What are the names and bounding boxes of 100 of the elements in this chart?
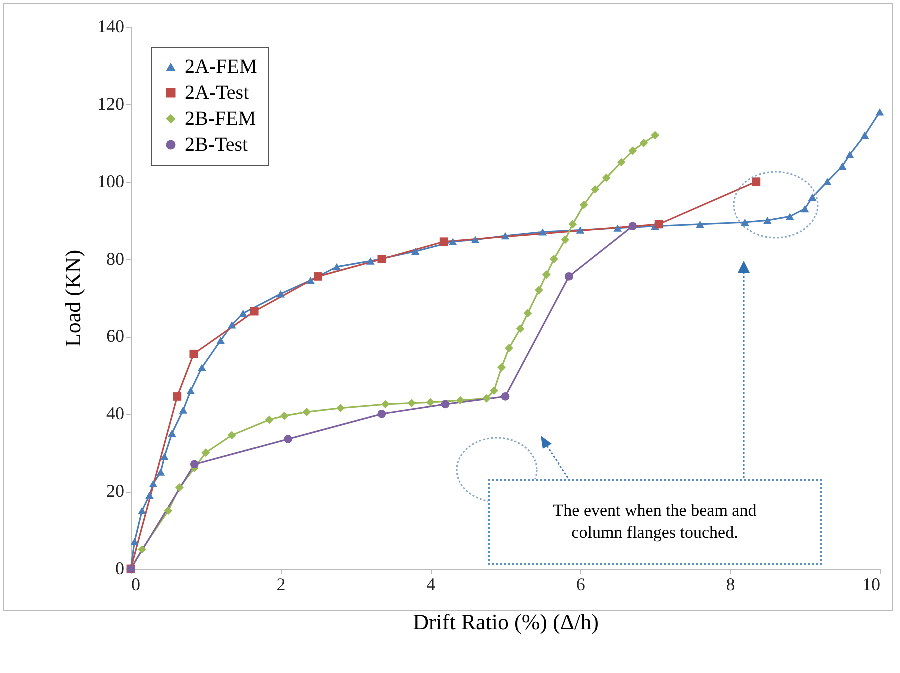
point [498, 364, 506, 372]
point [265, 416, 274, 424]
point [250, 307, 259, 316]
point [332, 263, 342, 271]
point [696, 220, 704, 228]
legend-label: 2B-Test [185, 134, 248, 156]
point [164, 506, 173, 516]
point [602, 174, 611, 182]
point [378, 410, 386, 418]
point [149, 480, 158, 488]
point [179, 406, 188, 414]
y-tick-label: 0 [116, 558, 124, 578]
point [314, 272, 322, 281]
point [190, 460, 199, 469]
point [448, 238, 458, 246]
point [490, 386, 498, 396]
point [538, 228, 548, 236]
point [228, 431, 236, 440]
x-tick-label: 2 [276, 574, 286, 594]
point [823, 178, 832, 186]
x-tick-label: 10 [862, 574, 880, 594]
point [276, 290, 285, 298]
point [456, 396, 465, 405]
point [411, 248, 420, 256]
point [228, 321, 236, 329]
point [838, 162, 847, 170]
y-axis-title: Load (KN) [60, 250, 86, 348]
point [846, 151, 854, 158]
point [284, 435, 292, 444]
point [280, 412, 289, 420]
point [591, 185, 600, 194]
point [378, 255, 386, 264]
point [198, 364, 206, 372]
point [628, 146, 638, 156]
point [138, 545, 146, 554]
point [130, 538, 139, 546]
point [876, 108, 884, 116]
point [190, 350, 198, 358]
point [501, 392, 510, 401]
point [168, 430, 176, 438]
point [580, 200, 588, 210]
legend-label: 2B-FEM [185, 108, 256, 130]
point [441, 400, 450, 409]
point [239, 310, 248, 318]
point [800, 205, 810, 213]
point [202, 448, 210, 458]
point [186, 387, 196, 395]
point [614, 224, 622, 232]
point [535, 286, 544, 294]
point [501, 232, 510, 240]
y-tick-label: 40 [106, 404, 124, 424]
point [860, 132, 870, 140]
point [440, 238, 448, 246]
point [146, 492, 154, 500]
y-tick-label: 80 [106, 248, 124, 269]
y-tick-label: 140 [98, 16, 124, 36]
point [550, 255, 558, 264]
point [568, 220, 578, 229]
point [808, 194, 817, 201]
y-tick-label: 100 [98, 171, 124, 192]
point [651, 131, 660, 140]
point [216, 336, 226, 344]
y-tick-label: 60 [106, 326, 124, 346]
point [564, 272, 574, 281]
point [786, 213, 794, 220]
point [752, 178, 761, 186]
legend-label: 2A-FEM [185, 56, 258, 78]
point [302, 408, 312, 416]
point [381, 400, 390, 409]
point [654, 220, 664, 229]
point [740, 218, 750, 226]
point [306, 276, 315, 284]
point [542, 270, 551, 279]
point [408, 399, 416, 408]
y-tick-label: 120 [98, 94, 124, 114]
point [628, 222, 638, 231]
x-tick-label: 6 [576, 574, 586, 594]
x-tick-label: 8 [726, 574, 736, 594]
x-axis-title: Drift Ratio (%) (Δ/h) [413, 610, 599, 634]
note-box: The event when the beam and column flanges touched. [488, 479, 822, 565]
point [482, 394, 491, 403]
point [576, 226, 585, 234]
y-tick-label: 20 [106, 481, 124, 502]
point [516, 324, 525, 334]
point [617, 158, 626, 167]
point [138, 507, 146, 515]
point [366, 258, 375, 265]
point [336, 404, 345, 413]
point [156, 468, 166, 476]
point [471, 236, 480, 244]
legend-label: 2A-Test [185, 82, 250, 104]
point [524, 309, 532, 318]
point [160, 453, 169, 460]
point [640, 138, 648, 148]
point [561, 236, 570, 244]
point [173, 392, 182, 401]
point [763, 216, 772, 224]
point [426, 398, 435, 407]
x-tick-label: 0 [132, 574, 140, 594]
point [176, 484, 184, 492]
